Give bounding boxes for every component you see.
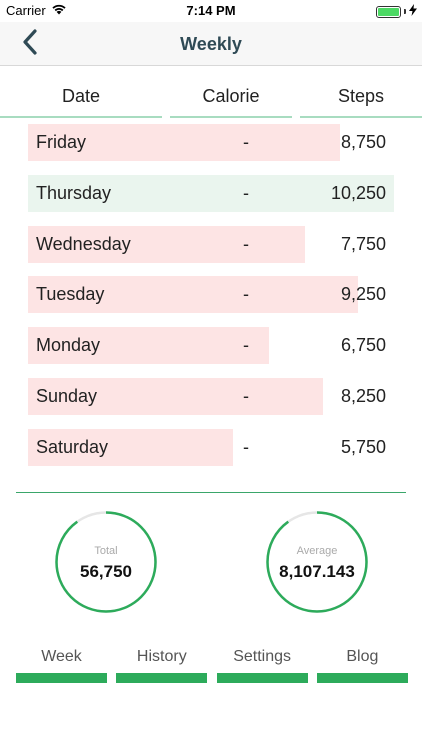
average-label: Average bbox=[296, 545, 338, 557]
row-calorie: - bbox=[243, 436, 249, 457]
tab-indicator bbox=[216, 673, 308, 683]
tab-blog[interactable]: Blog bbox=[316, 644, 408, 684]
row-steps: 7,750 bbox=[340, 233, 386, 254]
steps-bar bbox=[28, 124, 340, 161]
tab-label: Week bbox=[41, 648, 82, 665]
table-row[interactable]: Monday - 6,750 bbox=[0, 327, 422, 365]
row-day: Thursday bbox=[36, 182, 112, 203]
tab-week[interactable]: Week bbox=[16, 644, 107, 684]
column-header-calorie[interactable]: Calorie bbox=[170, 78, 292, 118]
navigation-bar: Weekly bbox=[0, 22, 422, 66]
total-label: Total bbox=[94, 545, 118, 557]
steps-bar bbox=[28, 225, 305, 263]
row-steps: 8,250 bbox=[340, 386, 386, 406]
row-steps: 8,750 bbox=[340, 132, 386, 152]
status-right bbox=[376, 4, 417, 19]
row-day: Wednesday bbox=[36, 233, 131, 254]
steps-bar bbox=[28, 378, 323, 415]
status-time: 7:14 PM bbox=[186, 3, 236, 18]
battery-level bbox=[378, 7, 399, 16]
tab-indicator bbox=[116, 673, 208, 683]
tab-history[interactable]: History bbox=[116, 644, 208, 684]
total-value: 56,750 bbox=[80, 562, 132, 581]
status-left: Carrier bbox=[6, 3, 67, 18]
table-row[interactable]: Friday - 8,750 bbox=[0, 124, 422, 161]
carrier-label: Carrier bbox=[6, 3, 46, 18]
steps-bar bbox=[28, 428, 233, 466]
average-ring-icon bbox=[266, 511, 368, 613]
status-bar: Carrier 7:14 PM bbox=[0, 0, 422, 22]
table-row[interactable]: Tuesday - 9,250 bbox=[0, 276, 422, 314]
charging-icon bbox=[409, 4, 417, 19]
total-ring-icon bbox=[55, 511, 157, 613]
divider bbox=[16, 492, 406, 493]
tab-bar: Week History Settings Blog bbox=[0, 644, 422, 688]
table-row[interactable]: Thursday - 10,250 bbox=[0, 174, 422, 212]
row-calorie: - bbox=[243, 284, 249, 305]
row-steps: 9,250 bbox=[340, 284, 386, 305]
total-stat: Total 56,750 bbox=[54, 510, 158, 614]
row-day: Tuesday bbox=[36, 284, 105, 305]
row-day: Monday bbox=[36, 335, 101, 356]
tab-label: History bbox=[136, 648, 187, 665]
tab-settings[interactable]: Settings bbox=[216, 644, 308, 684]
battery-cap bbox=[404, 9, 406, 14]
tab-indicator bbox=[316, 673, 408, 683]
tab-label: Settings bbox=[233, 648, 291, 665]
steps-bar bbox=[28, 276, 358, 314]
row-day: Sunday bbox=[36, 386, 98, 406]
chevron-left-icon bbox=[22, 28, 38, 60]
total-ring-progress bbox=[55, 511, 157, 613]
back-button[interactable] bbox=[14, 28, 46, 60]
table-row[interactable]: Sunday - 8,250 bbox=[0, 378, 422, 415]
row-steps: 10,250 bbox=[330, 182, 386, 203]
row-day: Saturday bbox=[36, 436, 109, 457]
battery-icon bbox=[376, 5, 401, 18]
steps-bar bbox=[28, 174, 394, 212]
row-calorie: - bbox=[243, 132, 249, 152]
row-steps: 5,750 bbox=[340, 436, 386, 457]
wifi-icon bbox=[51, 3, 67, 18]
table-row[interactable]: Saturday - 5,750 bbox=[0, 428, 422, 466]
steps-bar bbox=[28, 327, 269, 365]
column-header-steps[interactable]: Steps bbox=[300, 78, 422, 118]
row-calorie: - bbox=[243, 182, 249, 203]
tab-label: Blog bbox=[346, 648, 379, 665]
average-value: 8,107.143 bbox=[279, 562, 355, 581]
column-headers: Date Calorie Steps bbox=[0, 78, 422, 118]
average-ring-progress bbox=[266, 511, 368, 613]
row-calorie: - bbox=[243, 386, 249, 406]
row-steps: 6,750 bbox=[340, 335, 386, 356]
table-row[interactable]: Wednesday - 7,750 bbox=[0, 225, 422, 263]
tab-indicator bbox=[16, 673, 107, 683]
row-calorie: - bbox=[243, 233, 249, 254]
row-calorie: - bbox=[243, 335, 249, 356]
column-header-date[interactable]: Date bbox=[0, 78, 162, 118]
page-title: Weekly bbox=[180, 34, 242, 54]
row-day: Friday bbox=[36, 132, 87, 152]
average-stat: Average 8,107.143 bbox=[265, 510, 369, 614]
